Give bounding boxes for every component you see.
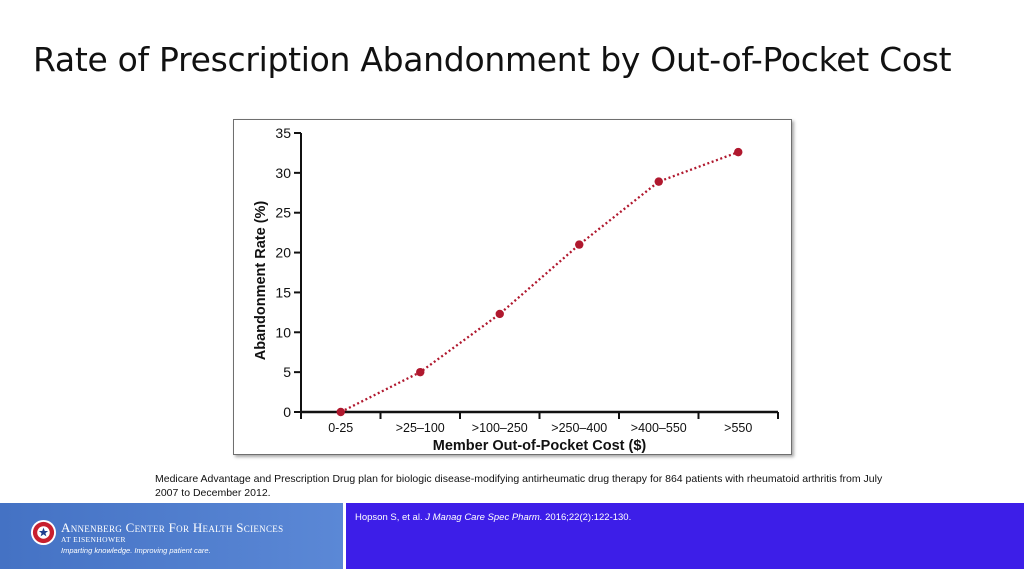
org-name: Annenberg Center For Health Sciences	[61, 520, 284, 535]
y-tick-label: 20	[275, 245, 291, 261]
y-tick-label: 30	[275, 165, 291, 181]
x-tick-label: >400–550	[631, 421, 687, 435]
y-tick-label: 15	[275, 284, 291, 300]
y-axis-title: Abandonment Rate (%)	[253, 201, 269, 361]
y-tick-label: 10	[275, 324, 291, 340]
series-line	[340, 151, 739, 414]
org-subtitle: AT EISENHOWER	[61, 535, 126, 544]
line-chart: 0 5 10 15 20 25 30 35 0-25 >25–100 >100–250 >250–40…	[253, 125, 779, 454]
data-point	[575, 240, 584, 249]
chart-panel: 0 5 10 15 20 25 30 35 0-25 >25–100 >100–250 >250–40…	[233, 119, 792, 455]
citation-details: 2016;22(2):122-130.	[545, 512, 632, 523]
data-point	[336, 407, 345, 417]
slide-title: Rate of Prescription Abandonment by Out-…	[33, 40, 952, 79]
data-point	[495, 309, 504, 319]
x-tick-label: >550	[724, 421, 752, 435]
footer-bottom-strip	[0, 569, 1024, 576]
x-tick-label: >100–250	[472, 421, 528, 435]
y-tick-label: 25	[275, 205, 291, 221]
x-tick-label: >250–400	[551, 421, 607, 435]
footer: Annenberg Center For Health Sciences AT …	[0, 503, 1024, 569]
x-tick-label: >25–100	[396, 421, 445, 435]
footer-logo-panel: Annenberg Center For Health Sciences AT …	[0, 503, 343, 569]
x-tick-label: 0-25	[328, 421, 353, 435]
y-tick-label: 35	[275, 125, 291, 141]
y-tick-label: 5	[283, 364, 291, 380]
data-point	[734, 147, 743, 157]
org-tagline: Imparting knowledge. Improving patient c…	[61, 546, 211, 555]
citation-authors: Hopson S, et al.	[355, 512, 423, 523]
chart-caption: Medicare Advantage and Prescription Drug…	[155, 473, 883, 499]
annenberg-seal-icon	[30, 519, 57, 546]
x-axis-title: Member Out-of-Pocket Cost ($)	[433, 438, 647, 454]
citation-journal: J Manag Care Spec Pharm.	[425, 512, 543, 523]
y-tick-label: 0	[283, 404, 291, 420]
citation: Hopson S, et al. J Manag Care Spec Pharm…	[355, 512, 631, 523]
data-point	[654, 177, 663, 186]
data-point	[416, 367, 425, 377]
footer-citation-band	[346, 503, 1024, 569]
